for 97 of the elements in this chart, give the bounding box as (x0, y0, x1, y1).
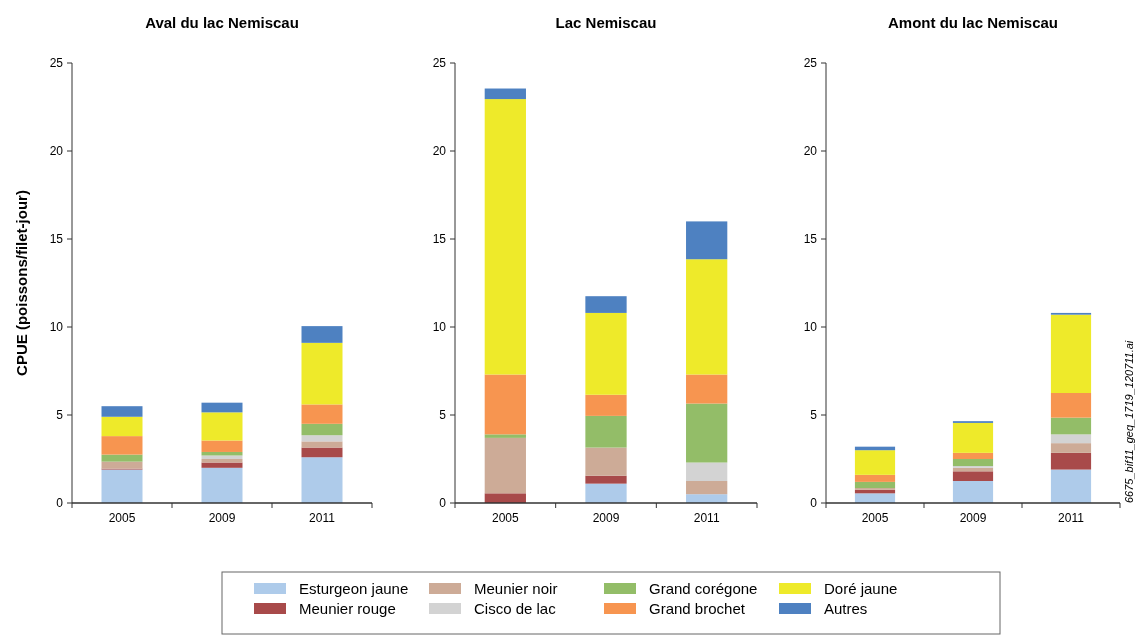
x-tick-label: 2005 (491, 511, 519, 525)
bar (301, 342, 343, 405)
bar (854, 493, 896, 503)
legend-label: Esturgeon jaune (299, 580, 409, 597)
y-tick-label: 20 (432, 144, 447, 158)
legend-label: Cisco de lac (474, 600, 557, 617)
y-tick-label: 25 (803, 56, 818, 70)
bar (301, 435, 343, 442)
legend-label: Grand corégone (649, 580, 758, 597)
chart-title: Aval du lac Nemiscau (145, 14, 299, 31)
bar (301, 457, 343, 503)
legend-label: Meunier rouge (299, 600, 396, 617)
bar (686, 403, 728, 463)
bar (952, 452, 994, 459)
x-tick-label: 2005 (861, 511, 889, 525)
y-tick-label: 25 (49, 56, 64, 70)
x-tick-label: 2011 (1058, 511, 1085, 525)
bar (585, 312, 627, 395)
bar (686, 462, 728, 481)
chart-title: Amont du lac Nemiscau (887, 14, 1059, 31)
legend-label: Grand brochet (649, 600, 746, 617)
y-tick-label: 10 (432, 320, 447, 334)
y-tick-label: 10 (49, 320, 64, 334)
y-tick-label: 0 (810, 496, 818, 510)
bar (585, 447, 627, 476)
y-tick-label: 15 (432, 232, 447, 246)
bar (585, 415, 627, 448)
bar (686, 494, 728, 503)
bar (1050, 452, 1092, 470)
bar (201, 455, 243, 459)
bar (686, 481, 728, 495)
x-tick-label: 2009 (959, 511, 987, 525)
y-tick-label: 25 (432, 56, 447, 70)
legend-label: Autres (824, 600, 868, 617)
bar (1050, 393, 1092, 418)
bar (585, 394, 627, 416)
bar (201, 440, 243, 452)
bar (201, 402, 243, 413)
text: 6675_bif11_geq_1719_120711.ai (1123, 340, 1135, 503)
bar (101, 469, 143, 503)
x-tick-label: 2011 (309, 511, 336, 525)
x-tick-label: 2011 (693, 511, 720, 525)
x-tick-label: 2005 (108, 511, 136, 525)
bar (101, 416, 143, 437)
bar (686, 221, 728, 260)
bar (301, 423, 343, 436)
chart-title: Lac Nemiscau (555, 14, 657, 31)
bar (301, 404, 343, 424)
bar (1050, 417, 1092, 435)
bar (585, 296, 627, 313)
y-tick-label: 15 (49, 232, 64, 246)
bar (201, 462, 243, 468)
bar (854, 481, 896, 489)
bar (854, 474, 896, 482)
bar (585, 483, 627, 503)
bar (484, 99, 526, 375)
bar (484, 434, 526, 438)
bar (686, 374, 728, 404)
y-tick-label: 5 (810, 408, 818, 422)
bar (854, 450, 896, 475)
bar (952, 422, 994, 453)
bar (686, 259, 728, 375)
bar (484, 88, 526, 100)
bar (101, 406, 143, 417)
x-tick-label: 2009 (592, 511, 620, 525)
y-tick-label: 0 (439, 496, 447, 510)
y-tick-label: 15 (803, 232, 818, 246)
bar (201, 459, 243, 463)
legend-label: Meunier noir (474, 580, 558, 597)
bar (201, 412, 243, 441)
bar (585, 475, 627, 484)
x-tick-label: 2009 (208, 511, 236, 525)
bar (301, 326, 343, 343)
legend-label: Doré jaune (824, 580, 898, 597)
bar (952, 481, 994, 503)
y-tick-label: 5 (56, 408, 64, 422)
bar (101, 454, 143, 462)
bar (1050, 314, 1092, 393)
bar (201, 467, 243, 503)
bar (952, 459, 994, 467)
bar (101, 436, 143, 455)
bar (952, 471, 994, 481)
y-tick-label: 10 (803, 320, 818, 334)
bar (1050, 469, 1092, 503)
y-axis-title: CPUE (poissons/filet-jour) (13, 190, 30, 376)
bar (301, 447, 343, 458)
y-tick-label: 20 (49, 144, 64, 158)
bar (301, 441, 343, 448)
bar (484, 493, 526, 503)
bar (101, 461, 143, 469)
bar (484, 437, 526, 494)
bar (1050, 443, 1092, 453)
y-tick-label: 20 (803, 144, 818, 158)
bar (484, 374, 526, 435)
y-tick-label: 5 (439, 408, 447, 422)
y-tick-label: 0 (56, 496, 64, 510)
bar (1050, 434, 1092, 444)
